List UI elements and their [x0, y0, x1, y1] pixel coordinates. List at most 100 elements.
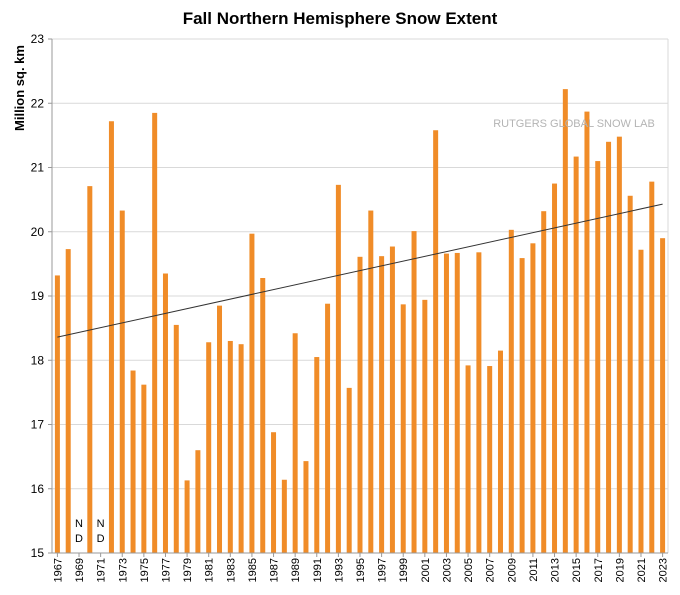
- x-tick-label-2021: 2021: [636, 558, 648, 582]
- bar-2023: [660, 238, 666, 553]
- x-tick-label-2005: 2005: [463, 558, 475, 582]
- bar-2003: [443, 253, 449, 553]
- bar-1975: [141, 384, 147, 553]
- x-tick-label-1989: 1989: [290, 558, 302, 582]
- x-tick-label-1987: 1987: [269, 558, 281, 582]
- bar-1988: [281, 479, 287, 553]
- x-tick-label-1977: 1977: [160, 558, 172, 582]
- bar-1997: [379, 256, 385, 553]
- x-tick-label-2011: 2011: [528, 558, 540, 582]
- y-tick-label-18: 18: [31, 353, 45, 367]
- x-tick-label-1973: 1973: [117, 558, 129, 582]
- x-tick-label-1983: 1983: [225, 558, 237, 582]
- x-tick-label-2015: 2015: [571, 558, 583, 582]
- y-tick-label-16: 16: [31, 482, 45, 496]
- x-tick-label-2019: 2019: [614, 558, 626, 582]
- bar-2015: [573, 156, 579, 553]
- y-tick-label-23: 23: [31, 32, 45, 46]
- bar-2019: [616, 136, 622, 553]
- bar-2006: [476, 252, 482, 553]
- x-tick-label-1971: 1971: [96, 558, 108, 582]
- bar-1977: [162, 273, 168, 553]
- bar-2011: [530, 243, 536, 553]
- y-axis-label: Million sq. km: [12, 45, 27, 131]
- bar-2022: [649, 181, 655, 553]
- trend-line-group: [57, 203, 663, 338]
- bar-1973: [119, 210, 125, 554]
- x-tick-label-1993: 1993: [333, 558, 345, 582]
- bar-1990: [303, 461, 309, 553]
- bar-1970: [87, 186, 93, 553]
- bar-1979: [184, 480, 190, 553]
- bar-2001: [422, 299, 428, 553]
- x-tick-label-1995: 1995: [355, 558, 367, 582]
- bar-1980: [195, 450, 201, 553]
- bar-1998: [389, 246, 395, 553]
- x-tick-label-2001: 2001: [420, 558, 432, 582]
- bar-1972: [108, 121, 114, 554]
- bar-1981: [206, 342, 212, 553]
- bar-2014: [562, 89, 568, 554]
- bar-1984: [238, 344, 244, 553]
- x-tick-label-2013: 2013: [550, 558, 562, 582]
- x-tick-label-1967: 1967: [52, 558, 64, 582]
- bar-1967: [54, 275, 60, 553]
- no-data-d-1971: D: [97, 533, 105, 545]
- bar-1995: [357, 256, 363, 553]
- bar-1983: [227, 340, 233, 553]
- trend-line: [57, 203, 663, 338]
- bar-1986: [260, 278, 266, 553]
- bar-1968: [65, 249, 71, 553]
- x-tick-labels: 1967 1969 1971 1973 1975 1977 1979 1981 1983 1985…: [52, 553, 670, 582]
- bar-2007: [487, 366, 493, 553]
- bar-2005: [465, 365, 471, 553]
- bar-2017: [595, 161, 601, 553]
- bar-1992: [325, 303, 331, 553]
- y-tick-labels: 15 16 17 18 19 20 21 22 23: [31, 32, 52, 560]
- x-tick-label-1985: 1985: [247, 558, 259, 582]
- bar-1978: [173, 324, 179, 553]
- x-tick-label-2007: 2007: [485, 558, 497, 582]
- y-tick-label-21: 21: [31, 161, 45, 175]
- bar-2013: [552, 183, 558, 553]
- x-tick-label-1999: 1999: [398, 558, 410, 582]
- x-tick-label-1979: 1979: [182, 558, 194, 582]
- y-tick-label-22: 22: [31, 96, 45, 110]
- bar-1996: [368, 210, 374, 554]
- bar-2004: [454, 252, 460, 553]
- bar-1991: [314, 357, 320, 553]
- bar-2012: [541, 211, 547, 553]
- chart-title: Fall Northern Hemisphere Snow Extent: [183, 9, 498, 28]
- y-tick-label-15: 15: [31, 546, 45, 560]
- bar-2021: [638, 249, 644, 554]
- y-tick-label-20: 20: [31, 225, 45, 239]
- bar-1994: [346, 387, 352, 553]
- bar-2002: [433, 130, 439, 554]
- x-tick-label-1981: 1981: [204, 558, 216, 582]
- bar-2009: [508, 229, 514, 553]
- bar-2018: [606, 141, 612, 554]
- bar-1999: [400, 304, 406, 553]
- no-data-n-1971: N: [97, 518, 105, 530]
- x-tick-label-1991: 1991: [312, 558, 324, 582]
- bar-1985: [249, 233, 255, 553]
- bars: [54, 89, 666, 554]
- bar-2020: [627, 195, 633, 553]
- bar-2016: [584, 111, 590, 553]
- x-tick-label-1975: 1975: [139, 558, 151, 582]
- x-tick-label-1969: 1969: [74, 558, 86, 582]
- x-tick-label-2009: 2009: [506, 558, 518, 582]
- watermark-text: RUTGERS GLOBAL SNOW LAB: [493, 118, 655, 130]
- x-tick-label-2023: 2023: [658, 558, 670, 582]
- no-data-n-1969: N: [75, 518, 83, 530]
- bar-1982: [217, 305, 223, 553]
- bar-1993: [335, 184, 341, 553]
- no-data-d-1969: D: [75, 533, 83, 545]
- x-tick-label-2017: 2017: [593, 558, 605, 582]
- bar-2010: [519, 258, 525, 553]
- bar-1989: [292, 333, 298, 553]
- bar-1987: [271, 432, 277, 553]
- bar-2008: [497, 350, 503, 553]
